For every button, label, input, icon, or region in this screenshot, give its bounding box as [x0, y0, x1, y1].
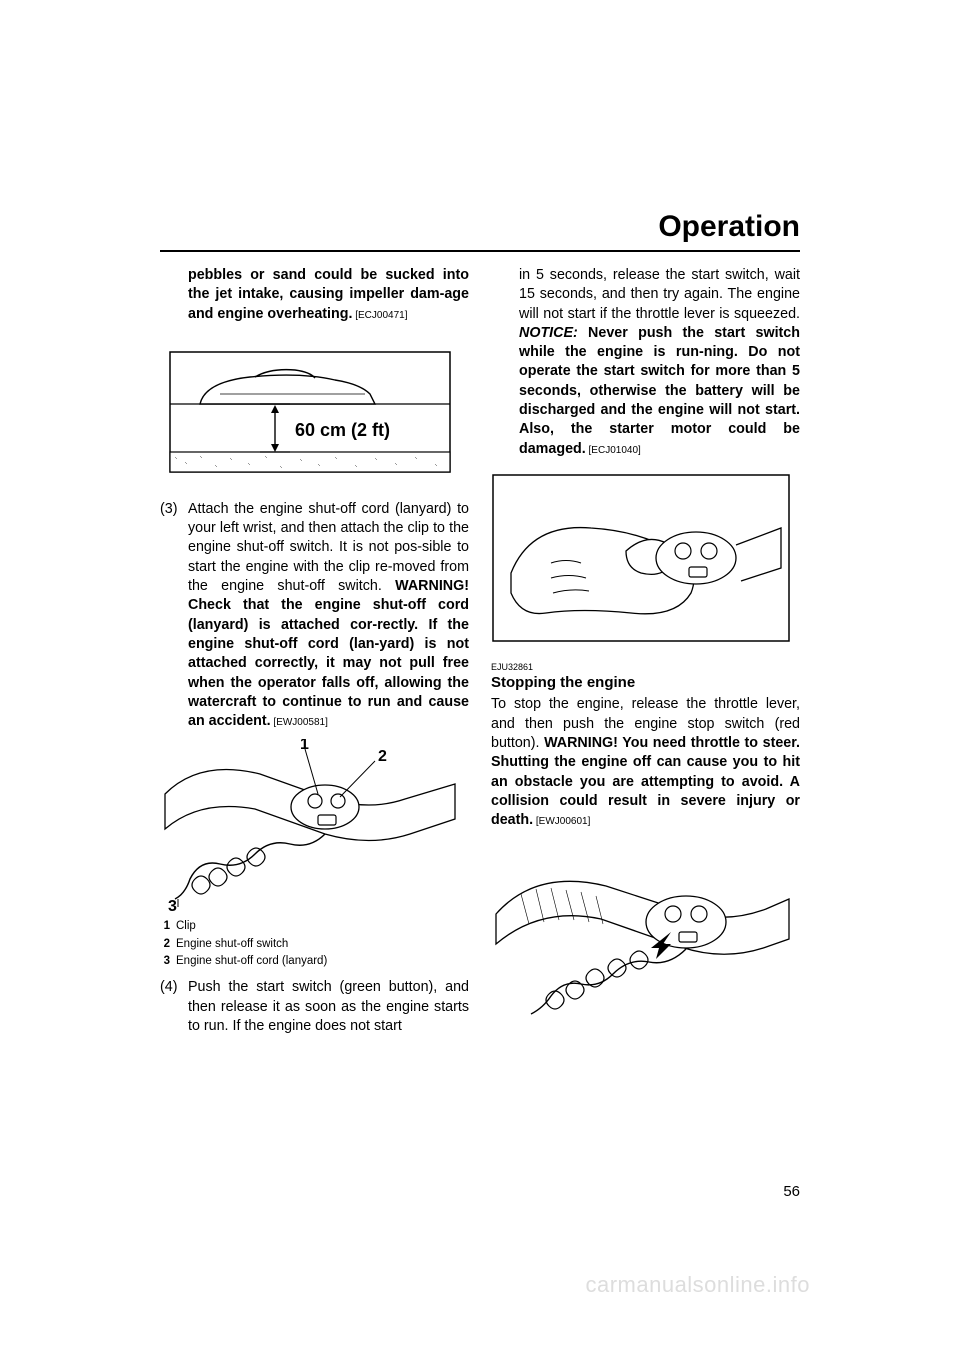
step-4-body: Push the start switch (green button), an… [188, 978, 469, 1036]
depth-label: 60 cm (2 ft) [295, 420, 390, 440]
manual-page: Operation pebbles or sand could be sucke… [0, 0, 960, 1358]
depth-illustration: 60 cm (2 ft) [160, 342, 460, 482]
warn-text: pebbles or sand could be sucked into the… [188, 267, 469, 322]
step-3-body: Attach the engine shut-off cord (lanyard… [188, 500, 469, 732]
legend-1-text: Clip [176, 918, 196, 935]
subhead-stopping: Stopping the engine [491, 673, 800, 693]
step-3: (3) Attach the engine shut-off cord (lan… [160, 500, 469, 732]
fig2-label-1: 1 [300, 739, 309, 753]
figure-depth: 60 cm (2 ft) [160, 342, 469, 482]
step-4: (4) Push the start switch (green button)… [160, 978, 469, 1036]
cont-text-a: in 5 seconds, release the start switch, … [519, 267, 800, 322]
figure-legend: 1 Clip 2 Engine shut-off switch 3 Engine sh… [160, 918, 469, 970]
cont-code: [ECJ01040] [586, 445, 641, 456]
columns: pebbles or sand could be sucked into the… [160, 266, 800, 1052]
fig2-label-2: 2 [378, 748, 387, 765]
subhead-code: EJU32861 [491, 661, 800, 673]
step-3-warning: WARNING! Check that the engine shut-off … [188, 578, 469, 729]
start-switch-illustration [491, 473, 791, 643]
step-4-num: (4) [160, 978, 180, 1036]
fig2-label-3: 3 [168, 898, 177, 914]
stopping-paragraph: To stop the engine, release the throttle… [491, 695, 800, 830]
legend-3-text: Engine shut-off cord (lanyard) [176, 953, 327, 970]
legend-2-text: Engine shut-off switch [176, 936, 288, 953]
cont-text-b: Never push the start switch while the en… [519, 325, 800, 457]
header-rule [160, 250, 800, 252]
stop-switch-illustration [491, 844, 791, 1034]
warn-code: [ECJ00471] [352, 310, 407, 321]
left-column: pebbles or sand could be sucked into the… [160, 266, 469, 1052]
page-number: 56 [783, 1183, 800, 1200]
figure-stop-switch [491, 844, 800, 1034]
right-column: in 5 seconds, release the start switch, … [491, 266, 800, 1052]
figure-start-switch [491, 473, 800, 643]
step-3-code: [EWJ00581] [271, 717, 328, 728]
warning-continued: pebbles or sand could be sucked into the… [160, 266, 469, 324]
legend-3-num: 3 [160, 953, 170, 970]
lanyard-illustration: 1 2 3 [160, 739, 460, 914]
step-4-continued: in 5 seconds, release the start switch, … [491, 266, 800, 459]
step-3-num: (3) [160, 500, 180, 732]
stop-code: [EWJ00601] [533, 816, 590, 827]
section-title: Operation [658, 210, 800, 244]
legend-1-num: 1 [160, 918, 170, 935]
cont-notice: NOTICE: [519, 325, 578, 341]
legend-2-num: 2 [160, 936, 170, 953]
watermark: carmanualsonline.info [585, 1272, 810, 1298]
figure-lanyard: 1 2 3 [160, 739, 469, 914]
